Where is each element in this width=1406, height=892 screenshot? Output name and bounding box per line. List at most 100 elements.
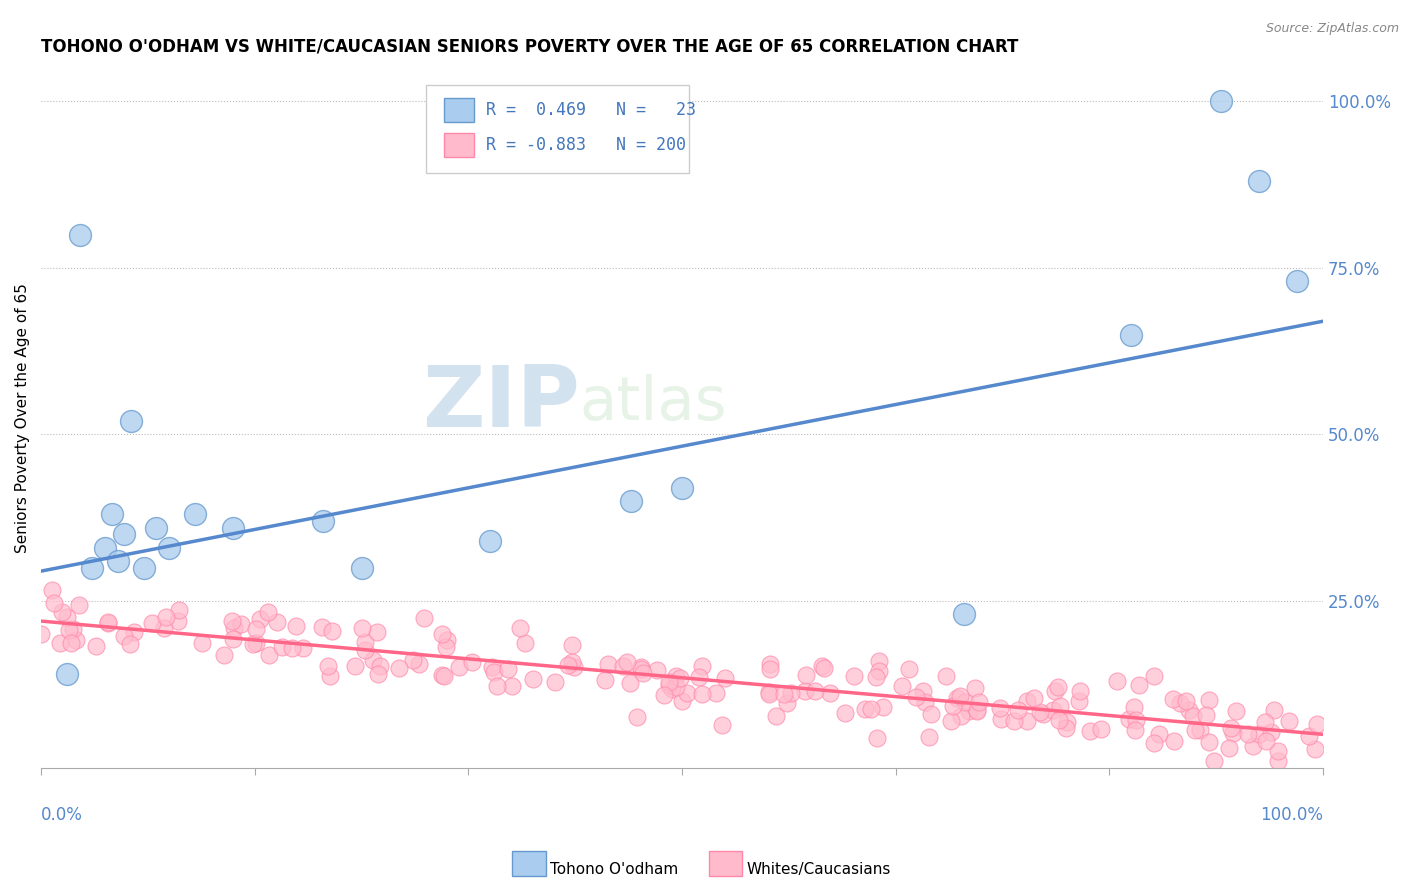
- Point: [1168, 696, 1191, 710]
- Point: [669, 671, 692, 685]
- Point: [853, 702, 876, 716]
- Point: [658, 674, 681, 689]
- Point: [501, 679, 523, 693]
- Point: [1177, 704, 1199, 718]
- Point: [804, 684, 827, 698]
- Point: [1042, 702, 1064, 716]
- Point: [811, 658, 834, 673]
- Text: 100.0%: 100.0%: [1260, 806, 1323, 824]
- Point: [1002, 714, 1025, 728]
- Point: [245, 622, 267, 636]
- Point: [522, 672, 544, 686]
- Point: [593, 673, 616, 688]
- Point: [619, 675, 641, 690]
- Point: [1267, 743, 1289, 757]
- Point: [222, 621, 245, 635]
- Text: 0.0%: 0.0%: [41, 806, 83, 824]
- Point: [367, 667, 389, 681]
- Point: [221, 614, 243, 628]
- Point: [758, 685, 780, 699]
- Point: [432, 667, 454, 681]
- Point: [284, 619, 307, 633]
- Point: [897, 661, 920, 675]
- Point: [65, 633, 87, 648]
- Point: [1015, 694, 1038, 708]
- Point: [904, 690, 927, 705]
- Point: [353, 642, 375, 657]
- Point: [350, 622, 373, 636]
- Point: [447, 660, 470, 674]
- Point: [1024, 691, 1046, 706]
- Point: [1209, 95, 1232, 109]
- Point: [1007, 703, 1029, 717]
- Point: [132, 561, 155, 575]
- Point: [478, 534, 501, 549]
- Point: [1105, 674, 1128, 689]
- Point: [1015, 714, 1038, 728]
- Point: [1260, 725, 1282, 739]
- Point: [484, 665, 506, 679]
- Point: [166, 614, 188, 628]
- Point: [1188, 723, 1211, 737]
- Point: [957, 704, 980, 718]
- Point: [222, 521, 245, 535]
- Point: [630, 662, 652, 676]
- Point: [249, 612, 271, 626]
- Point: [1054, 721, 1077, 735]
- Point: [1267, 754, 1289, 768]
- Point: [350, 561, 373, 575]
- Point: [1128, 678, 1150, 692]
- Point: [1204, 754, 1226, 768]
- Point: [612, 659, 634, 673]
- Point: [865, 671, 887, 685]
- FancyBboxPatch shape: [444, 133, 474, 157]
- Point: [711, 718, 734, 732]
- Point: [665, 669, 688, 683]
- Text: R = -0.883   N = 200: R = -0.883 N = 200: [486, 136, 686, 154]
- Point: [631, 665, 654, 680]
- Point: [758, 662, 780, 676]
- Point: [652, 688, 675, 702]
- Point: [366, 625, 388, 640]
- Point: [1069, 694, 1091, 708]
- Point: [1122, 700, 1144, 714]
- Point: [676, 686, 699, 700]
- Point: [97, 615, 120, 630]
- Text: TOHONO O'ODHAM VS WHITE/CAUCASIAN SENIORS POVERTY OVER THE AGE OF 65 CORRELATION: TOHONO O'ODHAM VS WHITE/CAUCASIAN SENIOR…: [41, 37, 1018, 55]
- Point: [942, 699, 965, 714]
- Text: Tohono O'odham: Tohono O'odham: [550, 863, 678, 877]
- Point: [671, 694, 693, 708]
- Point: [316, 658, 339, 673]
- Point: [842, 669, 865, 683]
- Point: [704, 686, 727, 700]
- Point: [671, 481, 693, 495]
- Point: [153, 621, 176, 635]
- Point: [626, 710, 648, 724]
- Point: [955, 695, 977, 709]
- Point: [122, 625, 145, 640]
- Point: [872, 699, 894, 714]
- Point: [114, 527, 136, 541]
- Point: [245, 635, 267, 649]
- Point: [1123, 723, 1146, 737]
- Text: ZIP: ZIP: [422, 362, 579, 445]
- Point: [860, 702, 883, 716]
- Point: [1198, 693, 1220, 707]
- Point: [155, 610, 177, 624]
- Point: [184, 508, 207, 522]
- Point: [557, 657, 579, 672]
- Point: [259, 648, 281, 662]
- Point: [758, 687, 780, 701]
- Point: [120, 637, 142, 651]
- Point: [67, 599, 90, 613]
- Point: [1161, 692, 1184, 706]
- Point: [498, 662, 520, 676]
- Point: [231, 617, 253, 632]
- Point: [1184, 723, 1206, 737]
- Point: [100, 508, 122, 522]
- Text: Whites/Caucasians: Whites/Caucasians: [747, 863, 891, 877]
- Point: [562, 660, 585, 674]
- Point: [1278, 714, 1301, 728]
- Point: [620, 494, 643, 508]
- Point: [266, 615, 288, 629]
